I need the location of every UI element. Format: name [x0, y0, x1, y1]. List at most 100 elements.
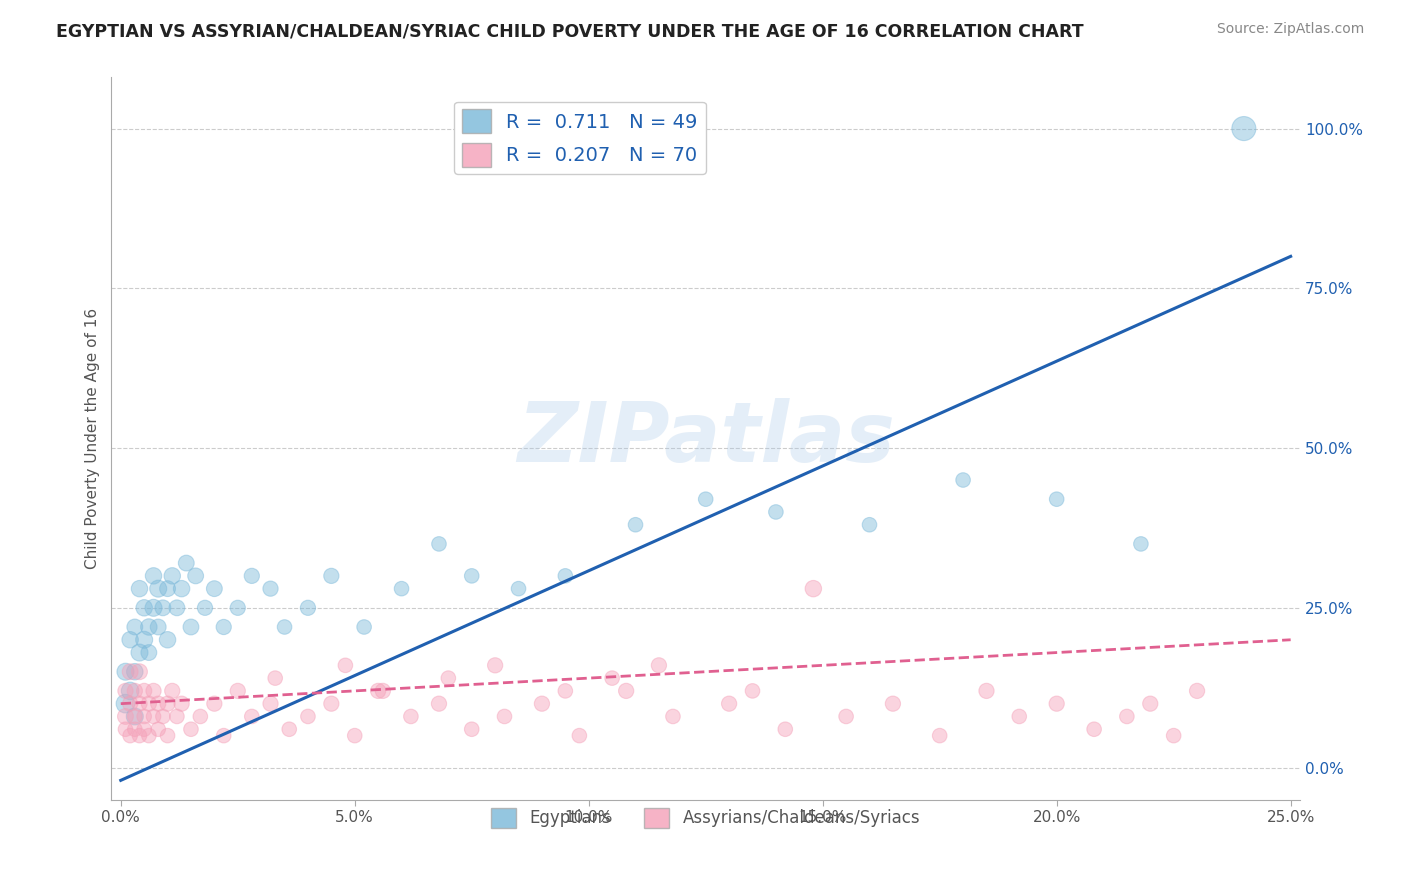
Point — [614, 684, 637, 698]
Point — [568, 729, 591, 743]
Point — [128, 697, 150, 711]
Point — [662, 709, 685, 723]
Point — [128, 646, 150, 660]
Point — [142, 684, 165, 698]
Point — [120, 729, 142, 743]
Text: ZIPatlas: ZIPatlas — [517, 398, 894, 479]
Point — [624, 517, 647, 532]
Point — [240, 709, 263, 723]
Point — [134, 723, 156, 737]
Point — [138, 697, 160, 711]
Point — [508, 582, 530, 596]
Point — [138, 620, 160, 634]
Point — [120, 632, 142, 647]
Point — [391, 582, 413, 596]
Point — [128, 665, 150, 679]
Point — [259, 582, 281, 596]
Point — [128, 729, 150, 743]
Point — [226, 684, 249, 698]
Point — [142, 600, 165, 615]
Point — [188, 709, 211, 723]
Point — [124, 620, 146, 634]
Point — [124, 684, 146, 698]
Text: Source: ZipAtlas.com: Source: ZipAtlas.com — [1216, 22, 1364, 37]
Point — [156, 632, 179, 647]
Point — [437, 671, 460, 685]
Point — [1129, 537, 1152, 551]
Point — [801, 582, 824, 596]
Point — [600, 671, 623, 685]
Point — [138, 646, 160, 660]
Point — [367, 684, 389, 698]
Point — [1115, 709, 1137, 723]
Point — [765, 505, 787, 519]
Point — [124, 709, 146, 723]
Point — [120, 665, 142, 679]
Point — [1185, 684, 1208, 698]
Point — [554, 684, 576, 698]
Point — [184, 569, 207, 583]
Point — [952, 473, 974, 487]
Point — [648, 658, 671, 673]
Point — [156, 582, 179, 596]
Point — [343, 729, 366, 743]
Point — [194, 600, 217, 615]
Point — [142, 569, 165, 583]
Point — [114, 709, 136, 723]
Point — [148, 697, 170, 711]
Point — [134, 632, 156, 647]
Point — [156, 697, 179, 711]
Point — [180, 620, 202, 634]
Point — [427, 697, 450, 711]
Point — [1233, 121, 1256, 136]
Point — [835, 709, 858, 723]
Point — [1046, 492, 1069, 507]
Point — [170, 582, 193, 596]
Point — [321, 569, 343, 583]
Point — [461, 569, 484, 583]
Point — [1083, 723, 1105, 737]
Point — [162, 569, 184, 583]
Point — [1008, 709, 1031, 723]
Point — [297, 600, 319, 615]
Point — [170, 697, 193, 711]
Legend: Egyptians, Assyrians/Chaldeans/Syriacs: Egyptians, Assyrians/Chaldeans/Syriacs — [484, 801, 927, 835]
Point — [166, 709, 188, 723]
Point — [138, 729, 160, 743]
Point — [156, 729, 179, 743]
Point — [1046, 697, 1069, 711]
Point — [427, 537, 450, 551]
Point — [259, 697, 281, 711]
Point — [928, 729, 950, 743]
Point — [530, 697, 553, 711]
Point — [335, 658, 357, 673]
Point — [461, 723, 484, 737]
Point — [554, 569, 576, 583]
Point — [226, 600, 249, 615]
Point — [120, 697, 142, 711]
Point — [114, 665, 136, 679]
Point — [858, 517, 880, 532]
Point — [128, 582, 150, 596]
Point — [148, 723, 170, 737]
Point — [202, 582, 225, 596]
Point — [695, 492, 717, 507]
Point — [166, 600, 188, 615]
Point — [278, 723, 301, 737]
Point — [775, 723, 797, 737]
Point — [212, 620, 235, 634]
Y-axis label: Child Poverty Under the Age of 16: Child Poverty Under the Age of 16 — [86, 308, 100, 569]
Point — [297, 709, 319, 723]
Point — [114, 723, 136, 737]
Point — [114, 684, 136, 698]
Point — [134, 684, 156, 698]
Point — [148, 620, 170, 634]
Point — [202, 697, 225, 711]
Point — [741, 684, 763, 698]
Point — [180, 723, 202, 737]
Point — [494, 709, 516, 723]
Point — [1163, 729, 1185, 743]
Point — [148, 582, 170, 596]
Point — [264, 671, 287, 685]
Point — [120, 684, 142, 698]
